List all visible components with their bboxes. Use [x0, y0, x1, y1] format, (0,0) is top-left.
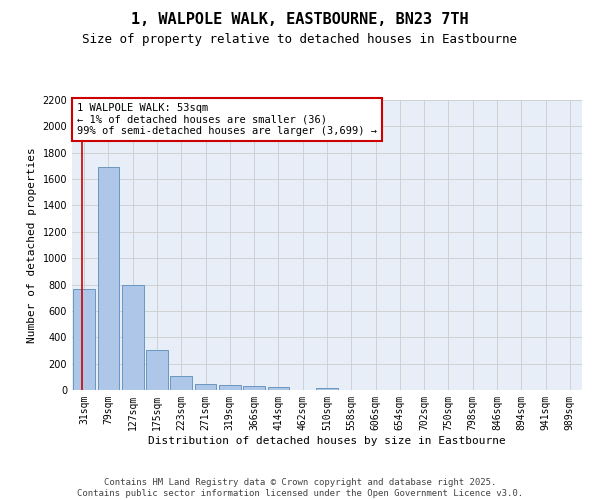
Bar: [97, 166, 119, 390]
Bar: [194, 384, 217, 390]
X-axis label: Distribution of detached houses by size in Eastbourne: Distribution of detached houses by size …: [148, 436, 506, 446]
Bar: [316, 388, 338, 390]
Bar: [146, 350, 168, 390]
Text: Contains HM Land Registry data © Crown copyright and database right 2025.
Contai: Contains HM Land Registry data © Crown c…: [77, 478, 523, 498]
Y-axis label: Number of detached properties: Number of detached properties: [27, 147, 37, 343]
Bar: [170, 376, 192, 390]
Bar: [219, 385, 241, 390]
Text: 1, WALPOLE WALK, EASTBOURNE, BN23 7TH: 1, WALPOLE WALK, EASTBOURNE, BN23 7TH: [131, 12, 469, 28]
Bar: [243, 386, 265, 390]
Bar: [122, 284, 143, 390]
Bar: [268, 387, 289, 390]
Text: 1 WALPOLE WALK: 53sqm
← 1% of detached houses are smaller (36)
99% of semi-detac: 1 WALPOLE WALK: 53sqm ← 1% of detached h…: [77, 103, 377, 136]
Text: Size of property relative to detached houses in Eastbourne: Size of property relative to detached ho…: [83, 32, 517, 46]
Bar: [73, 288, 95, 390]
